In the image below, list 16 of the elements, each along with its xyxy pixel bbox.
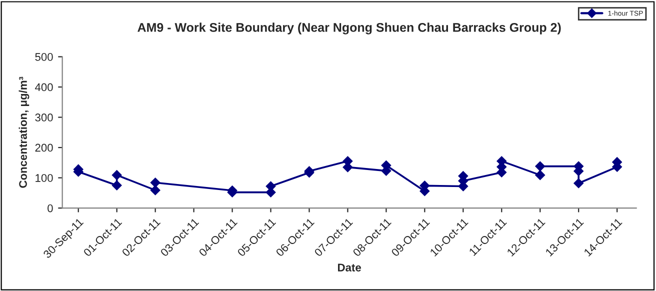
point: [535, 161, 546, 172]
point: [150, 185, 160, 196]
y-tick-label: 300: [35, 114, 53, 122]
y-tick-label: 500: [35, 53, 53, 61]
point: [112, 170, 122, 180]
y-tick-label: 100: [36, 174, 53, 182]
point: [574, 178, 584, 188]
point: [150, 178, 160, 188]
point: [535, 170, 546, 180]
y-tick-label: 200: [35, 144, 53, 152]
x-axis-title: Date: [338, 264, 361, 272]
point: [112, 180, 122, 190]
chart-title: AM9 - Work Site Boundary (Near Ngong Shuen Chau Barracks Group 2): [138, 22, 561, 34]
y-tick-label: 0: [48, 204, 53, 212]
y-tick-label: 400: [35, 83, 53, 92]
y-axis-title: Concentration, μg/m³: [18, 76, 30, 188]
